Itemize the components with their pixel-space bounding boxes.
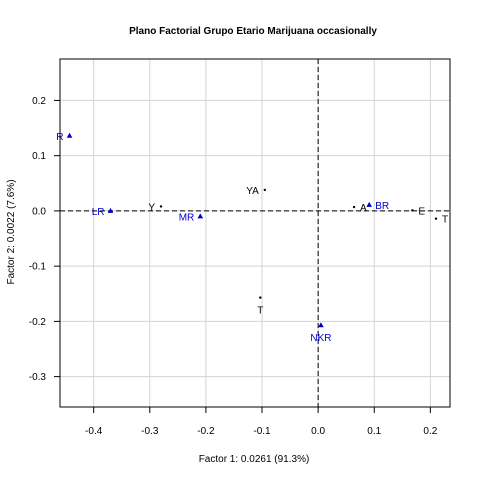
point-marker [159,205,163,208]
point-marker [259,296,262,299]
y-tick-label: -0.3 [29,372,47,383]
point-label: BR [375,201,389,212]
x-tick-label: -0.3 [141,426,159,437]
point-marker [197,213,204,219]
y-tick-label: -0.1 [29,262,47,273]
x-tick-label: -0.2 [197,426,215,437]
y-tick-label: 0.2 [32,96,46,107]
point-marker [411,209,414,212]
point-marker [352,205,356,209]
point-label: E [418,206,425,217]
plot-frame [59,58,451,408]
x-tick-label: -0.1 [253,426,271,437]
point-marker [366,201,372,207]
x-tick-label: 0.1 [367,426,381,437]
point-label: T [257,306,263,317]
point-label: T [442,215,448,226]
point-marker [107,207,114,213]
x-tick-label: 0.0 [311,426,325,437]
x-axis-label: Factor 1: 0.0261 (91.3%) [199,454,310,465]
grid-lines [60,59,450,407]
y-tick-label: 0.0 [32,206,46,217]
x-tick-label: 0.2 [423,426,437,437]
point-label: A [360,203,367,214]
point-marker [66,132,73,138]
x-tick-label: -0.4 [85,426,103,437]
point-label: YA [246,186,259,197]
reference-lines [60,59,450,407]
y-tick-label: 0.1 [32,151,46,162]
point-marker [434,217,438,220]
point-marker [263,188,267,192]
point-marker [318,322,324,328]
point-label: Y [148,202,155,213]
point-label: NKR [310,333,331,344]
point-label: LR [92,207,105,218]
chart-title: Plano Factorial Grupo Etario Marijuana o… [129,26,377,37]
y-tick-label: -0.2 [29,317,47,328]
y-axis-label: Factor 2: 0.0022 (7.6%) [6,179,17,284]
axis-ticks: -0.4 -0.3 -0.2 -0.1 0.0 0.1 0.2 -0.3 -0.2 -0.1 0.0… [29,96,438,437]
point-label: MR [179,212,195,223]
